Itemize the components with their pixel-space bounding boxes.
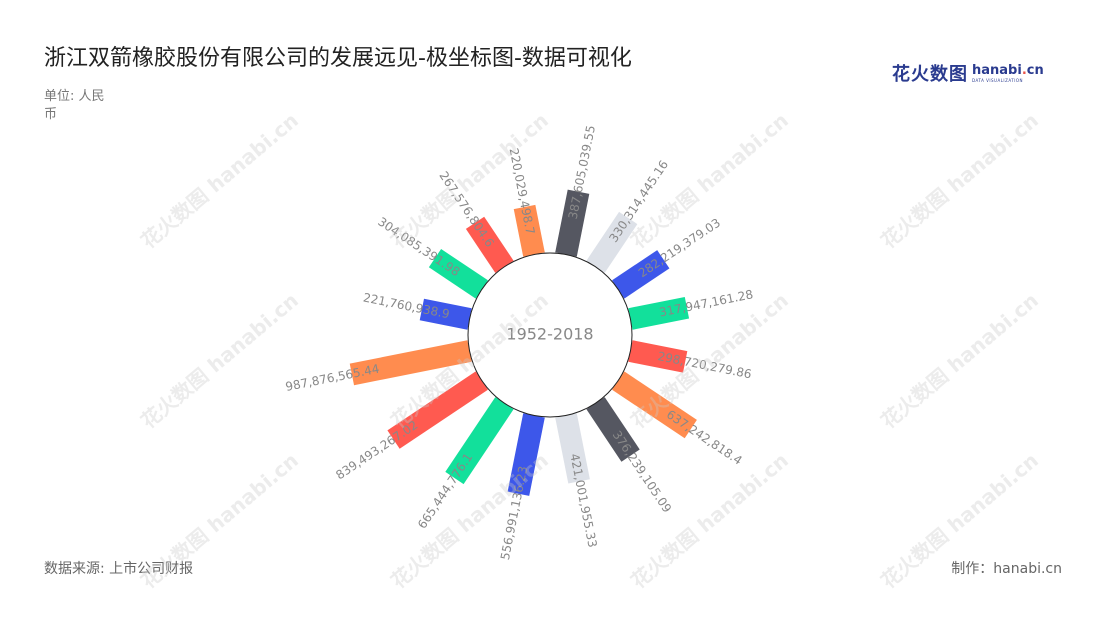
- bar-value-label: 387,605,039.55: [566, 124, 598, 220]
- bar: [555, 189, 590, 257]
- bar-value-label: 839,493,267.02: [333, 418, 420, 483]
- center-label: 1952-2018: [506, 325, 593, 344]
- bar-value-label: 220,029,498.7: [507, 147, 538, 236]
- bar: [349, 340, 472, 386]
- bar: [628, 296, 690, 330]
- bar: [428, 249, 488, 299]
- bar: [445, 397, 514, 485]
- bar: [612, 250, 670, 299]
- bars-group: [349, 189, 697, 496]
- bar-value-label: 987,876,565.44: [284, 362, 380, 394]
- bar: [465, 216, 514, 273]
- bar-value-label: 267,576,804.6: [436, 169, 496, 250]
- bar-value-label: 637,242,818.4: [664, 407, 745, 467]
- credit-text: 制作：hanabi.cn: [951, 561, 1062, 577]
- bar: [555, 413, 590, 484]
- bar: [586, 397, 640, 462]
- brand-logo: 花火数图 hanabi.cn DATA VISUALIZATION: [892, 60, 1044, 86]
- bar-value-label: 421,001,955.33: [567, 452, 599, 548]
- logo-text-cn: 花火数图: [892, 64, 968, 85]
- logo-text-en: hanabi.cn DATA VISUALIZATION: [972, 62, 1044, 83]
- bar-value-label: 665,444,776.1: [415, 451, 475, 532]
- bar: [628, 340, 688, 373]
- bar-value-label: 556,991,136.23: [498, 465, 530, 561]
- bar: [507, 413, 545, 496]
- bar-value-label: 317,947,161.28: [658, 287, 754, 319]
- bar: [419, 298, 472, 330]
- unit-label: 单位: 人民币: [44, 89, 105, 122]
- data-source: 数据来源: 上市公司财报: [44, 561, 194, 577]
- bar: [586, 211, 638, 273]
- bar: [513, 204, 545, 257]
- bar-value-label: 304,085,391.98: [375, 214, 462, 279]
- bar-value-label: 376,239,105.09: [610, 428, 675, 515]
- bar-value-label: 221,760,938.9: [362, 290, 451, 321]
- bar-value-label: 282,219,379.03: [636, 216, 723, 281]
- bar-value-label: 298,720,279.86: [656, 349, 752, 381]
- bar: [387, 371, 488, 449]
- chart-title: 浙江双箭橡胶股份有限公司的发展远见-极坐标图-数据可视化: [44, 46, 632, 71]
- bar: [612, 371, 697, 439]
- bar-value-label: 330,314,445.16: [606, 158, 671, 245]
- center-circle: [467, 252, 633, 418]
